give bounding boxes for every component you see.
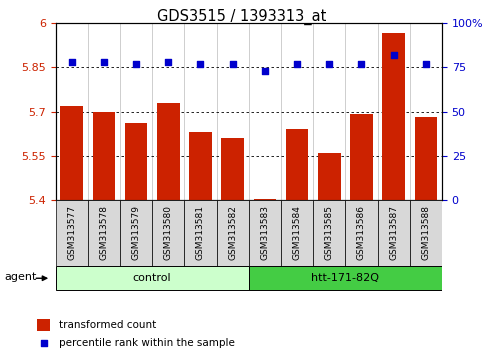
Bar [120, 200, 152, 266]
Text: GDS3515 / 1393313_at: GDS3515 / 1393313_at [157, 9, 326, 25]
Bar [281, 200, 313, 266]
Text: GSM313578: GSM313578 [99, 205, 108, 260]
Point [40, 341, 48, 346]
Bar [254, 199, 276, 200]
Point [68, 59, 75, 65]
Text: GSM313582: GSM313582 [228, 205, 237, 260]
Bar [350, 114, 373, 200]
Text: control: control [133, 273, 171, 283]
Text: GSM313583: GSM313583 [260, 205, 270, 260]
Bar [313, 200, 345, 266]
Bar [414, 118, 437, 200]
Bar [125, 123, 147, 200]
Text: GSM313577: GSM313577 [67, 205, 76, 260]
Text: GSM313579: GSM313579 [131, 205, 141, 260]
Point [164, 59, 172, 65]
Point [390, 52, 398, 58]
Text: GSM313584: GSM313584 [293, 205, 301, 260]
Bar [345, 200, 378, 266]
Point [326, 61, 333, 67]
Bar [410, 200, 442, 266]
Bar [60, 105, 83, 200]
Bar [249, 266, 442, 291]
Point [132, 61, 140, 67]
Point [261, 68, 269, 74]
Bar [37, 319, 50, 331]
Bar [383, 33, 405, 200]
Point [422, 61, 430, 67]
Bar [152, 200, 185, 266]
Point [197, 61, 204, 67]
Bar [88, 200, 120, 266]
Text: GSM313585: GSM313585 [325, 205, 334, 260]
Text: GSM313588: GSM313588 [421, 205, 430, 260]
Text: htt-171-82Q: htt-171-82Q [312, 273, 379, 283]
Point [357, 61, 365, 67]
Text: GSM313586: GSM313586 [357, 205, 366, 260]
Bar [216, 200, 249, 266]
Bar [56, 266, 249, 291]
Text: transformed count: transformed count [59, 320, 156, 330]
Bar [249, 200, 281, 266]
Bar [286, 129, 308, 200]
Point [100, 59, 108, 65]
Bar [185, 200, 216, 266]
Bar [56, 200, 88, 266]
Text: GSM313587: GSM313587 [389, 205, 398, 260]
Point [229, 61, 237, 67]
Text: percentile rank within the sample: percentile rank within the sample [59, 338, 235, 348]
Bar [157, 103, 180, 200]
Text: agent: agent [4, 272, 37, 282]
Text: GSM313581: GSM313581 [196, 205, 205, 260]
Bar [318, 153, 341, 200]
Bar [189, 132, 212, 200]
Text: GSM313580: GSM313580 [164, 205, 173, 260]
Bar [221, 138, 244, 200]
Bar [93, 112, 115, 200]
Point [293, 61, 301, 67]
Bar [378, 200, 410, 266]
